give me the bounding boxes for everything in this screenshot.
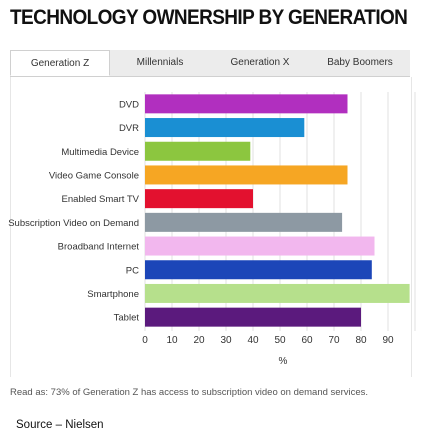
tab-baby-boomers[interactable]: Baby Boomers: [327, 57, 393, 68]
bar-dvr: [145, 118, 305, 138]
bar-subscription-video-on-demand: [145, 212, 343, 232]
bar-dvd: [145, 94, 348, 114]
x-tick-label: 0: [142, 335, 148, 346]
category-label: Subscription Video on Demand: [8, 218, 139, 229]
tab-millennials[interactable]: Millennials: [136, 57, 184, 68]
generation-tabs: Generation Z Millennials Generation X Ba…: [10, 50, 410, 77]
x-tick-label: 70: [328, 335, 340, 346]
tab-generation-x[interactable]: Generation X: [230, 57, 290, 68]
category-label: DVR: [119, 123, 139, 134]
chart-panel: [10, 77, 412, 377]
x-tick-label: 60: [301, 335, 313, 346]
bar-multimedia-device: [145, 141, 251, 161]
category-label: Multimedia Device: [61, 147, 139, 158]
x-axis-label: %: [279, 356, 288, 367]
x-tick-label: 50: [274, 335, 286, 346]
category-label: PC: [126, 265, 139, 276]
category-label: Broadband Internet: [58, 242, 140, 253]
bar-pc: [145, 260, 372, 280]
x-tick-label: 20: [193, 335, 205, 346]
tab-generation-z[interactable]: Generation Z: [10, 50, 110, 76]
x-tick-label: 80: [355, 335, 367, 346]
bar-enabled-smart-tv: [145, 189, 253, 209]
x-tick-label: 40: [247, 335, 259, 346]
x-tick-label: 30: [220, 335, 232, 346]
ownership-bar-chart: DVD DVR Multimedia Device Video Game Consol…: [8, 92, 416, 367]
category-label: Smartphone: [87, 289, 139, 300]
bar-tablet: [145, 307, 361, 327]
bar-video-game-console: [145, 165, 348, 185]
x-tick-label: 10: [166, 335, 178, 346]
category-label: DVD: [119, 99, 139, 110]
category-label: Video Game Console: [49, 170, 139, 181]
page-title: TECHNOLOGY OWNERSHIP BY GENERATION: [10, 6, 408, 30]
x-tick-label: 90: [382, 335, 394, 346]
bar-smartphone: [145, 283, 410, 303]
read-as-note: Read as: 73% of Generation Z has access …: [10, 387, 369, 398]
source-credit: Source – Nielsen: [16, 419, 104, 431]
category-label: Enabled Smart TV: [62, 194, 140, 205]
bar-broadband-internet: [145, 236, 375, 256]
category-label: Tablet: [114, 313, 140, 324]
